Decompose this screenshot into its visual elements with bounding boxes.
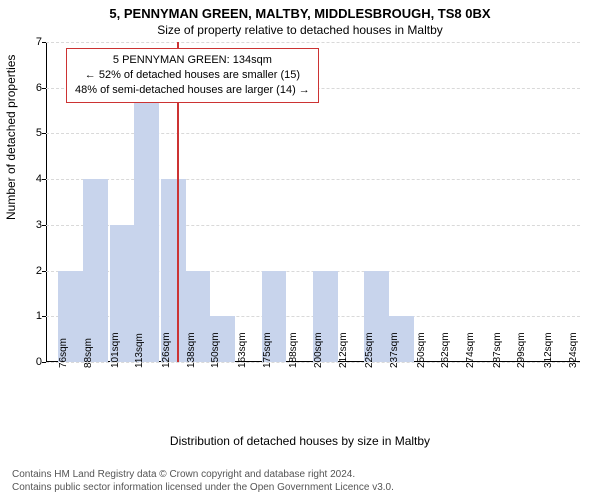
chart-container: 5, PENNYMAN GREEN, MALTBY, MIDDLESBROUGH… (0, 0, 600, 500)
footer-line-2: Contains public sector information licen… (12, 481, 394, 494)
gridline (46, 179, 580, 180)
ytick-mark (42, 271, 46, 272)
ytick-label: 6 (26, 82, 42, 94)
x-axis-label: Distribution of detached houses by size … (0, 434, 600, 448)
ytick-label: 4 (26, 173, 42, 185)
ytick-mark (42, 88, 46, 89)
ytick-mark (42, 42, 46, 43)
ytick-label: 3 (26, 219, 42, 231)
ytick-label: 5 (26, 127, 42, 139)
gridline (46, 42, 580, 43)
ytick-mark (42, 225, 46, 226)
ytick-label: 2 (26, 265, 42, 277)
chart-area: 0123456776sqm88sqm101sqm113sqm126sqm138s… (46, 42, 580, 402)
histogram-bar (83, 179, 108, 362)
callout-line: 5 PENNYMAN GREEN: 134sqm (75, 53, 310, 68)
y-axis-label: Number of detached properties (4, 55, 18, 220)
ytick-label: 7 (26, 36, 42, 48)
ytick-label: 0 (26, 356, 42, 368)
callout-box: 5 PENNYMAN GREEN: 134sqm← 52% of detache… (66, 48, 319, 103)
plot-area: 0123456776sqm88sqm101sqm113sqm126sqm138s… (46, 42, 580, 362)
ytick-mark (42, 179, 46, 180)
chart-title: 5, PENNYMAN GREEN, MALTBY, MIDDLESBROUGH… (0, 0, 600, 21)
callout-line: 48% of semi-detached houses are larger (… (75, 83, 310, 98)
gridline (46, 133, 580, 134)
chart-subtitle: Size of property relative to detached ho… (0, 21, 600, 39)
y-axis-line (46, 42, 47, 362)
ytick-label: 1 (26, 310, 42, 322)
ytick-mark (42, 362, 46, 363)
attribution-footer: Contains HM Land Registry data © Crown c… (12, 468, 394, 494)
histogram-bar (134, 88, 159, 362)
callout-line: ← 52% of detached houses are smaller (15… (75, 68, 310, 83)
footer-line-1: Contains HM Land Registry data © Crown c… (12, 468, 394, 481)
ytick-mark (42, 133, 46, 134)
ytick-mark (42, 316, 46, 317)
